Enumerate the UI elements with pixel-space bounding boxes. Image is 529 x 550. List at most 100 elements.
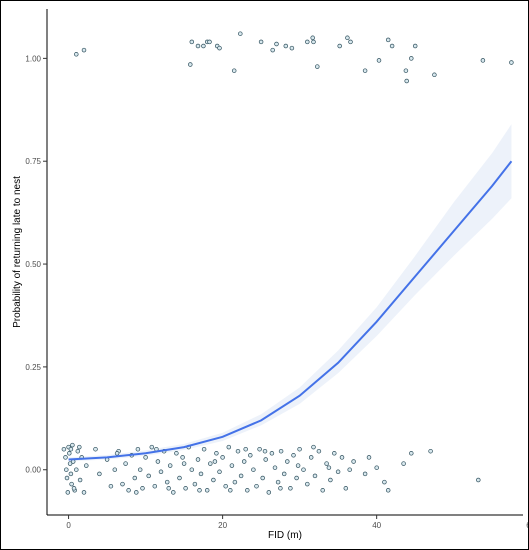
data-point [65,490,71,495]
data-point [81,47,87,53]
data-point [152,483,158,489]
data-point [294,475,299,481]
data-point [61,446,67,452]
data-point [208,461,213,466]
data-point [343,486,349,491]
data-point [291,453,296,458]
data-point [332,451,337,456]
data-point [403,68,409,73]
data-point [409,451,414,456]
data-point [201,446,207,452]
fit-line [68,160,513,461]
data-point [278,486,283,491]
data-point [137,467,143,472]
data-point [204,488,210,493]
data-point [81,490,87,495]
data-point [251,467,256,472]
data-point [97,471,102,477]
data-point [339,455,345,460]
y-tick-label: 1.00 [25,54,41,63]
data-point [316,448,322,454]
data-point [189,467,195,472]
data-point [337,43,342,49]
data-point [362,471,368,477]
data-point [315,64,320,69]
data-point [263,457,268,462]
data-point [262,448,268,454]
data-point [320,488,325,493]
data-point [195,457,201,462]
data-point [132,475,138,481]
data-point [212,459,218,464]
data-point [228,488,233,493]
data-point [374,465,379,470]
data-point [404,78,409,84]
data-point [77,444,82,450]
data-point [214,451,219,456]
data-point [362,68,368,73]
data-point [143,455,148,460]
data-point [135,446,141,452]
data-point [366,455,372,460]
data-point [245,488,250,493]
data-point [312,473,318,479]
data-point [74,467,79,472]
data-point [270,47,275,53]
data-point [281,471,287,477]
data-point [112,467,118,472]
data-point [192,481,198,487]
data-point [67,461,73,466]
data-point [238,31,243,36]
y-tick-label: 0.50 [25,260,41,269]
data-point [345,35,350,41]
data-point [64,475,70,481]
data-point [476,477,481,483]
data-point [166,486,171,491]
data-point [217,469,222,475]
data-point [274,41,279,47]
data-point [254,483,259,489]
data-point [241,459,247,464]
data-point [428,448,433,454]
data-point [68,471,74,477]
data-point [195,43,201,49]
axes-layer: 0 20 40 60 0.00 0.25 0.50 0.75 1.00 [25,9,528,530]
data-point [188,62,193,67]
data-point [235,448,241,454]
data-point [308,455,314,460]
data-point [257,446,262,452]
data-point [311,444,316,450]
data-point [351,459,356,464]
data-point [189,39,195,45]
y-tick-label: 0.25 [25,363,41,372]
data-point [248,453,253,458]
data-point [220,455,225,460]
data-point [123,461,128,466]
data-point [181,461,187,466]
data-point [231,68,237,73]
data-point [412,43,418,49]
y-ticks: 0.00 0.25 0.50 0.75 1.00 [25,54,47,475]
data-point [295,463,301,468]
data-point [229,463,235,468]
y-tick-label: 0.00 [25,466,41,475]
data-point [177,475,182,481]
data-point [382,479,387,485]
data-point [149,444,155,450]
data-point [171,490,176,495]
data-point [69,481,74,487]
x-tick-label: 0 [66,521,71,530]
data-point [197,488,202,493]
data-point [272,465,278,470]
data-point [324,461,329,466]
y-axis-title: Probability of returning late to nest [12,176,23,328]
data-point [376,58,382,63]
data-point [385,37,391,43]
data-point [432,72,437,78]
data-point [401,461,406,466]
x-tick-label: 40 [372,521,381,530]
data-point [326,465,332,470]
data-point [201,43,206,49]
